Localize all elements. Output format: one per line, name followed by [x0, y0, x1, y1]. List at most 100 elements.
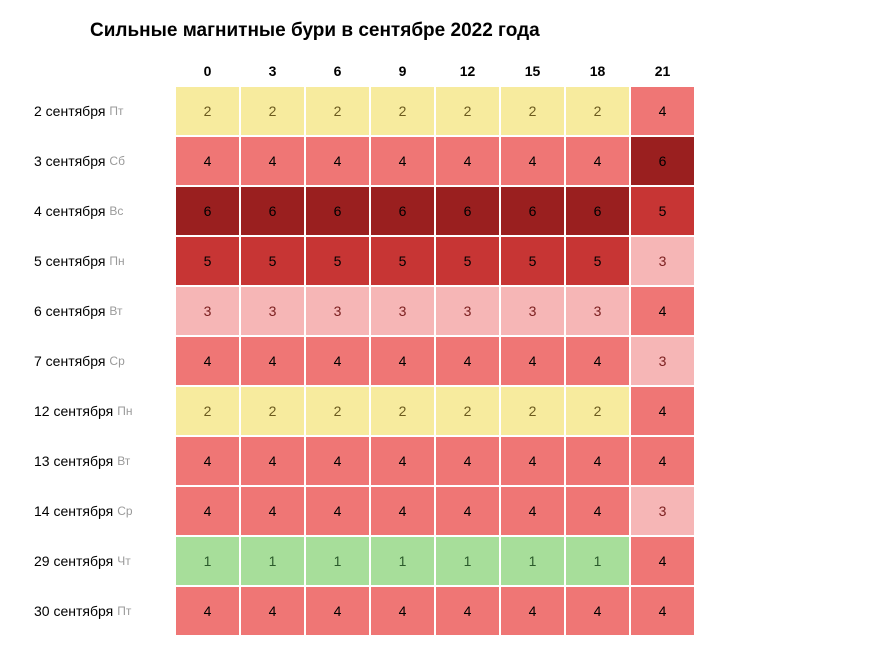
heatmap-cell: 4: [500, 436, 565, 486]
heatmap-cell: 4: [305, 136, 370, 186]
heatmap-cell: 4: [565, 136, 630, 186]
heatmap-cell: 4: [240, 486, 305, 536]
row-date: 6 сентября: [34, 303, 105, 319]
heatmap-cell: 2: [240, 386, 305, 436]
heatmap-cell: 4: [305, 436, 370, 486]
col-header: 12: [435, 56, 500, 86]
col-header: 21: [630, 56, 695, 86]
col-header: 6: [305, 56, 370, 86]
heatmap-cell: 2: [305, 386, 370, 436]
heatmap-cell: 4: [305, 586, 370, 636]
row-date: 5 сентября: [34, 253, 105, 269]
row-label: 12 сентябряПн: [30, 386, 175, 436]
heatmap-cell: 4: [500, 586, 565, 636]
heatmap-cell: 4: [305, 336, 370, 386]
row-date: 3 сентября: [34, 153, 105, 169]
heatmap-cell: 4: [370, 336, 435, 386]
heatmap-cell: 2: [175, 86, 240, 136]
heatmap-cell: 4: [175, 486, 240, 536]
row-dow: Пн: [109, 254, 124, 268]
heatmap-cell: 5: [565, 236, 630, 286]
heatmap-cell: 4: [370, 136, 435, 186]
col-header: 18: [565, 56, 630, 86]
row-date: 2 сентября: [34, 103, 105, 119]
row-dow: Пт: [109, 104, 123, 118]
heatmap-cell: 4: [175, 336, 240, 386]
heatmap-cell: 4: [565, 336, 630, 386]
row-date: 12 сентября: [34, 403, 113, 419]
heatmap-cell: 3: [435, 286, 500, 336]
heatmap-cell: 4: [500, 136, 565, 186]
heatmap-cell: 6: [565, 186, 630, 236]
heatmap-cell: 4: [175, 136, 240, 186]
heatmap-cell: 3: [565, 286, 630, 336]
heatmap-cell: 6: [435, 186, 500, 236]
heatmap-cell: 2: [175, 386, 240, 436]
row-date: 7 сентября: [34, 353, 105, 369]
row-date: 13 сентября: [34, 453, 113, 469]
heatmap-cell: 4: [630, 536, 695, 586]
heatmap-cell: 4: [565, 586, 630, 636]
heatmap-cell: 4: [305, 486, 370, 536]
heatmap-cell: 3: [175, 286, 240, 336]
heatmap-cell: 3: [370, 286, 435, 336]
heatmap-cell: 4: [240, 336, 305, 386]
heatmap-cell: 1: [305, 536, 370, 586]
row-dow: Ср: [117, 504, 132, 518]
heatmap-cell: 4: [565, 436, 630, 486]
heatmap-cell: 4: [370, 586, 435, 636]
row-dow: Вт: [109, 304, 122, 318]
row-dow: Пт: [117, 604, 131, 618]
heatmap-cell: 2: [435, 386, 500, 436]
heatmap-cell: 6: [370, 186, 435, 236]
heatmap-cell: 2: [435, 86, 500, 136]
heatmap-cell: 4: [630, 586, 695, 636]
heatmap-cell: 5: [240, 236, 305, 286]
row-label: 13 сентябряВт: [30, 436, 175, 486]
heatmap-cell: 1: [500, 536, 565, 586]
heatmap-cell: 2: [500, 86, 565, 136]
heatmap-cell: 5: [175, 236, 240, 286]
heatmap-cell: 6: [240, 186, 305, 236]
heatmap-cell: 6: [500, 186, 565, 236]
heatmap-cell: 4: [370, 436, 435, 486]
row-label: 4 сентябряВс: [30, 186, 175, 236]
heatmap-cell: 4: [370, 486, 435, 536]
heatmap-cell: 4: [630, 436, 695, 486]
row-label: 5 сентября Пн: [30, 236, 175, 286]
row-dow: Сб: [109, 154, 125, 168]
row-dow: Чт: [117, 554, 131, 568]
heatmap-cell: 4: [175, 436, 240, 486]
heatmap-cell: 3: [630, 236, 695, 286]
col-header: 3: [240, 56, 305, 86]
heatmap-cell: 4: [630, 286, 695, 336]
heatmap-cell: 4: [240, 136, 305, 186]
heatmap-cell: 5: [370, 236, 435, 286]
heatmap-cell: 2: [565, 86, 630, 136]
heatmap-cell: 6: [305, 186, 370, 236]
row-label: 14 сентября Ср: [30, 486, 175, 536]
heatmap-cell: 1: [370, 536, 435, 586]
heatmap-cell: 4: [630, 386, 695, 436]
page-title: Сильные магнитные бури в сентябре 2022 г…: [30, 20, 842, 42]
heatmap-cell: 3: [630, 336, 695, 386]
heatmap-cell: 3: [240, 286, 305, 336]
heatmap-cell: 4: [240, 586, 305, 636]
heatmap-cell: 5: [305, 236, 370, 286]
row-label: 2 сентября Пт: [30, 86, 175, 136]
row-date: 14 сентября: [34, 503, 113, 519]
heatmap-cell: 4: [175, 586, 240, 636]
heatmap-cell: 6: [175, 186, 240, 236]
col-header: 0: [175, 56, 240, 86]
col-header: 15: [500, 56, 565, 86]
row-label: 3 сентября Сб: [30, 136, 175, 186]
corner-spacer: [30, 56, 175, 86]
heatmap-cell: 1: [565, 536, 630, 586]
heatmap-cell: 4: [435, 586, 500, 636]
heatmap-cell: 4: [500, 486, 565, 536]
row-label: 6 сентября Вт: [30, 286, 175, 336]
col-header: 9: [370, 56, 435, 86]
heatmap-cell: 5: [500, 236, 565, 286]
heatmap-cell: 2: [240, 86, 305, 136]
heatmap-cell: 1: [240, 536, 305, 586]
